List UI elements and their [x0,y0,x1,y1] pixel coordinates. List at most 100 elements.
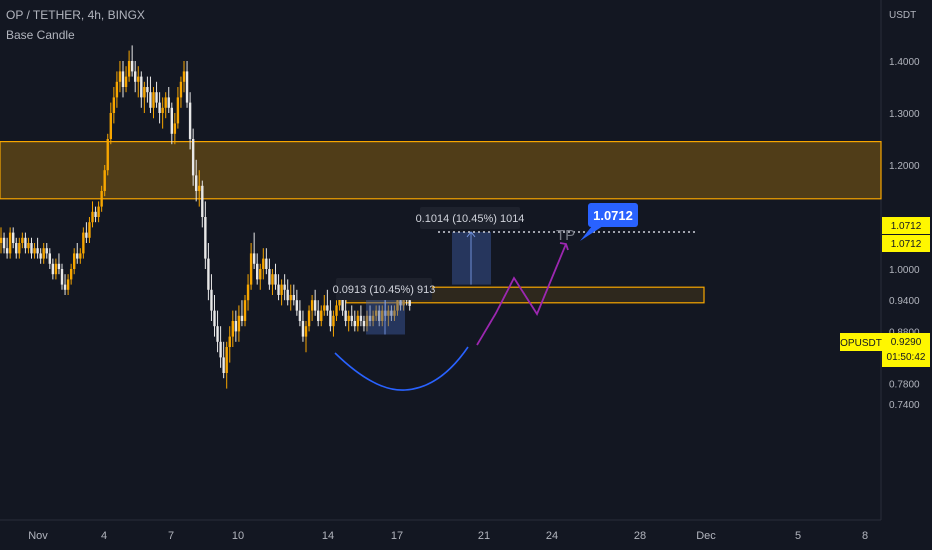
candle-body [204,217,207,259]
candle-body [167,97,170,108]
candle-body [12,232,15,243]
candle-body [387,310,390,316]
candle-body [54,263,58,275]
candle-body [280,284,283,295]
candle-body [219,341,222,358]
candle-body [362,321,366,327]
candle-body [195,175,198,191]
candle-body [2,237,6,249]
candle-body [368,315,372,321]
candle-body [161,107,164,113]
candle-body [274,274,277,285]
candle-body [24,237,27,249]
time-tick-label: 10 [232,530,244,542]
candle-body [408,300,411,306]
candle-body [191,139,195,176]
candle-body [185,71,189,103]
candle-body [298,310,302,321]
candle-body [246,284,250,301]
candle-body [76,253,79,259]
measure-label-box-2 [420,207,520,229]
price-axis-unit: USDT [889,10,916,21]
candle-body [115,81,119,98]
price-label-target-2 [882,235,930,252]
candle-body [399,300,402,306]
candle-body [201,185,204,217]
time-tick-label: Dec [696,530,716,542]
time-tick-label: 7 [168,530,174,542]
candle-body [60,269,64,285]
price-label-target-2-text: 1.0712 [891,239,922,250]
indicator-label: Base Candle [6,28,75,42]
candle-body [48,253,51,264]
candle-body [66,279,70,290]
candle-body [393,310,396,316]
time-tick-label: 17 [391,530,403,542]
candle-body [265,258,268,269]
measure-label-box-1 [336,278,432,300]
chart-symbol-title: OP / TETHER, 4h, BINGX [6,8,145,22]
time-tick-label: Nov [28,530,48,542]
candle-body [97,206,100,217]
candle-body [310,300,314,311]
candle-body [365,315,369,327]
candle-body [332,315,335,327]
candle-body [371,315,375,321]
candle-body [103,170,106,191]
candle-body [313,300,317,311]
candle-body [164,97,167,108]
candle-body [225,347,228,373]
candle-body [231,321,234,337]
candle-body [112,97,116,113]
candle-body [198,185,201,191]
candle-body [146,87,149,93]
candle-body [18,243,21,254]
candle-body [329,310,332,327]
candle-body [63,284,67,290]
candle-body [45,248,48,254]
candle-body [323,305,326,311]
current-price-text: 0.9290 [891,337,922,348]
tp-label: TP [556,227,575,244]
candle-body [39,253,42,259]
candle-body [91,211,94,223]
current-price-tag [882,333,930,367]
candle-body [42,248,45,259]
candle-body [106,139,109,171]
price-tick-label: 1.0000 [889,265,920,276]
candle-body [69,269,73,280]
candle-body [149,92,152,108]
candle-body [301,321,305,337]
candle-body [350,315,353,321]
price-tick-label: 1.3000 [889,109,920,120]
candle-body [307,310,311,327]
target-callout-value: 1.0712 [593,208,633,223]
candle-body [143,87,146,98]
candle-body [228,336,231,347]
candle-body [320,310,323,321]
candle-body [51,263,55,275]
candle-body [36,248,39,254]
candle-body [234,321,238,332]
candle-body [155,92,158,103]
candle-body [170,107,173,134]
projection-path [476,243,567,346]
candle-body [326,305,329,311]
candle-body [0,237,3,243]
candle-body [57,263,61,269]
candle-body [262,258,265,269]
candle-body [88,222,91,238]
price-tick-label: 0.7800 [889,379,920,390]
projection-arrowhead [559,242,569,251]
measure-label-2: 0.1014 (10.45%) 1014 [416,213,525,225]
candle-body [283,284,286,290]
candle-body [271,274,274,285]
price-tick-label: 0.7400 [889,400,920,411]
candle-body [277,284,280,295]
candle-body [252,253,256,264]
candle-body [100,191,103,207]
candle-body [243,300,247,321]
candle-body [73,253,76,269]
